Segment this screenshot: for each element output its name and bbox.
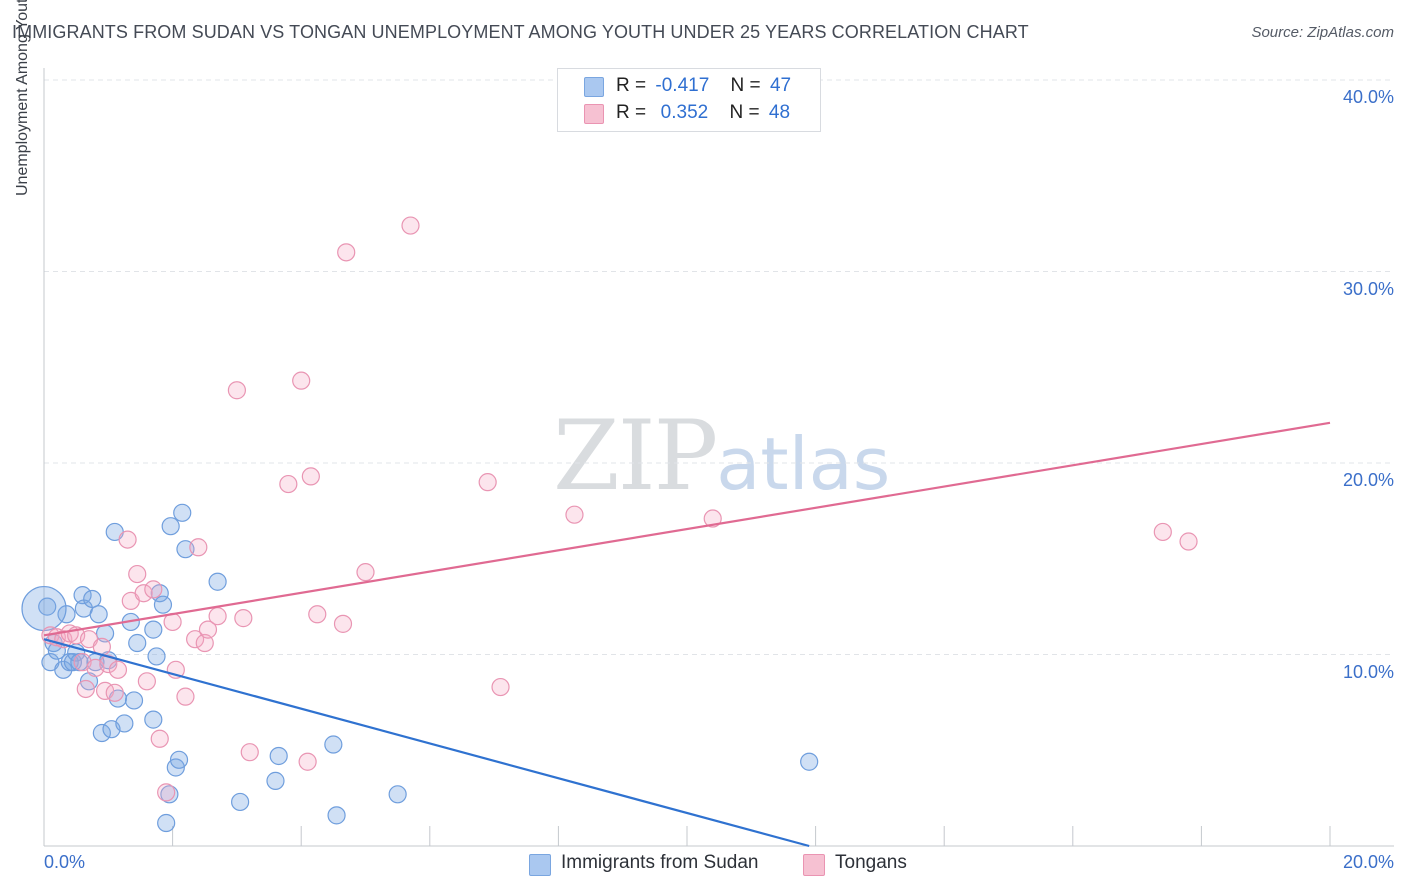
tongan-point <box>401 216 420 235</box>
bottom-legend-label-sudan: Immigrants from Sudan <box>561 852 759 873</box>
tongan-point <box>356 563 375 582</box>
sudan-point <box>388 785 407 804</box>
tongan-point <box>333 614 353 633</box>
axis-layer <box>43 68 1394 847</box>
watermark-zip: ZIP <box>553 400 718 512</box>
tongan-point <box>118 530 137 549</box>
sudan-point <box>169 750 189 769</box>
tongan-point <box>491 677 510 697</box>
r-label: R = <box>616 75 647 96</box>
sudan-point <box>128 633 147 653</box>
tongan-point <box>157 783 176 802</box>
x-tick-label-max: 20.0% <box>1342 852 1394 872</box>
sudan-trend-line <box>43 638 810 848</box>
watermark-atlas: atlas <box>716 422 891 506</box>
tongan-point <box>298 752 317 771</box>
sudan-point <box>147 647 166 666</box>
sudan-point <box>144 620 163 639</box>
sudan-point <box>38 597 57 616</box>
sudan-point <box>63 653 83 672</box>
bottom-legend-swatch-tongan <box>803 854 825 876</box>
y-tick-label: 20.0% <box>1342 470 1394 490</box>
legend-swatch-tongan <box>584 104 604 124</box>
sudan-point <box>115 714 134 733</box>
r-label: R = <box>616 102 647 123</box>
n-label: N = <box>729 102 760 123</box>
source-label: Source: ZipAtlas.com <box>1251 24 1394 41</box>
sudan-point <box>57 605 76 624</box>
bottom-legend-swatch-sudan <box>529 854 551 876</box>
y-tick-label: 30.0% <box>1342 278 1394 299</box>
r-value: 0.352 <box>655 102 709 123</box>
sudan-point <box>324 735 343 754</box>
sudan-point <box>21 585 67 632</box>
sudan-point <box>89 605 108 624</box>
tongan-point <box>240 743 259 762</box>
sudan-point <box>173 503 192 522</box>
sudan-point <box>327 806 346 825</box>
tongan-point <box>292 371 311 390</box>
tongan-point <box>1179 532 1198 551</box>
y-axis-label: Unemployment Among Youth under 25 years <box>14 0 31 196</box>
sudan-point <box>144 710 163 729</box>
sudan-point <box>231 792 250 812</box>
legend-text-tongan: R = 0.352 N = 48 <box>616 102 790 124</box>
tongan-point <box>337 243 356 262</box>
sudan-point <box>208 572 227 591</box>
n-label: N = <box>730 75 761 96</box>
tongan-point <box>1153 522 1172 542</box>
sudan-point <box>124 691 144 710</box>
tongan-point <box>108 660 128 679</box>
tongan-point <box>195 633 214 653</box>
tongan-point <box>565 505 584 524</box>
r-value: -0.417 <box>655 75 710 96</box>
legend-text-sudan: R = -0.417 N = 47 <box>616 75 791 97</box>
sudan-point <box>160 785 179 804</box>
sudan-point <box>266 771 285 790</box>
tongan-point <box>186 630 205 649</box>
chart-title: IMMIGRANTS FROM SUDAN VS TONGAN UNEMPLOY… <box>12 22 1029 42</box>
y-tick-label: 40.0% <box>1342 87 1394 107</box>
y-tick-label: 10.0% <box>1342 661 1394 682</box>
correlation-legend: R = -0.417 N = 47 R = 0.352 N = 48 <box>557 68 821 132</box>
sudan-point <box>800 752 819 771</box>
sudan-point <box>161 517 180 536</box>
trend-layer <box>43 421 1331 848</box>
sudan-point <box>92 723 111 743</box>
tongan-point <box>128 564 147 584</box>
sudan-point <box>83 589 102 609</box>
tongan-point <box>301 467 320 486</box>
tongan-point <box>198 620 218 639</box>
tongan-point <box>703 509 722 528</box>
tongan-point <box>105 683 124 702</box>
tongan-point <box>176 687 195 706</box>
tongan-point <box>279 474 298 494</box>
tongan-point <box>150 729 169 748</box>
sudan-point <box>153 595 173 614</box>
tongan-trend-line <box>43 421 1331 637</box>
x-tick-label-min: 0.0% <box>44 852 86 872</box>
tongan-point <box>76 679 95 699</box>
zipatlas-watermark: ZIPatlas <box>553 400 890 512</box>
bottom-legend-label-tongan: Tongans <box>835 852 907 873</box>
tongan-point <box>478 473 497 492</box>
tongan-point <box>144 580 163 599</box>
tongan-point <box>227 381 246 400</box>
n-value: 48 <box>768 102 791 123</box>
tongan-point <box>137 672 156 691</box>
n-value: 47 <box>769 75 792 96</box>
tongan-point <box>134 584 153 603</box>
tongan-point <box>234 609 253 628</box>
sudan-point <box>73 586 92 605</box>
tongan-point <box>308 605 327 624</box>
grid-layer <box>44 79 1394 655</box>
points-layer <box>21 216 1198 833</box>
sudan-point <box>269 746 288 766</box>
sudan-point <box>157 813 176 833</box>
tongan-point <box>208 607 227 626</box>
legend-swatch-sudan <box>584 77 604 97</box>
tongan-point <box>189 538 208 557</box>
